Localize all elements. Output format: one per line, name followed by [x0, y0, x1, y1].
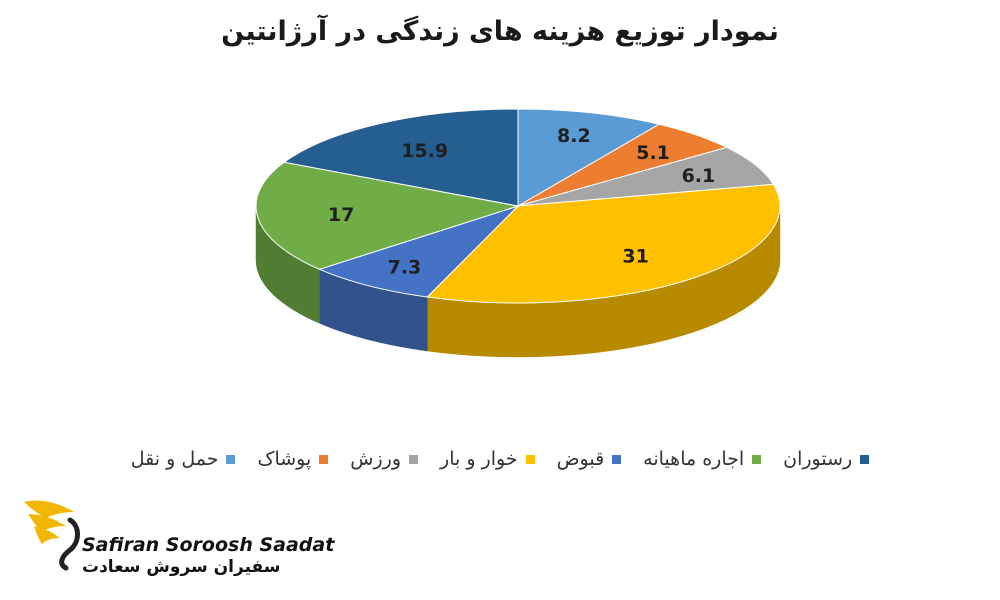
data-label-3: 31: [622, 246, 648, 268]
pie-slice-2: [517, 146, 775, 207]
data-label-6: 15.9: [401, 140, 448, 162]
pie-slice-3: [426, 183, 781, 304]
data-label-4: 7.3: [388, 257, 422, 279]
legend-item-3: خوار و بار: [440, 448, 535, 470]
pie-slice-5: [255, 161, 519, 270]
pie-labels: 8.2 5.1 6.1 31 7.3 17 15.9: [328, 125, 715, 278]
legend-label: رستوران: [783, 448, 853, 470]
brand-name-fa: سفیران سروش سعادت: [82, 557, 281, 577]
data-label-5: 17: [328, 204, 354, 226]
legend-label: خوار و بار: [440, 448, 518, 470]
data-label-1: 5.1: [636, 142, 670, 164]
legend-swatch: [612, 454, 622, 464]
legend-item-1: پوشاک: [257, 448, 329, 470]
legend-swatch: [525, 454, 535, 464]
pie-slice-6: [282, 108, 519, 207]
legend-swatch: [226, 454, 236, 464]
pie-tops: [255, 108, 781, 304]
data-label-2: 6.1: [682, 165, 716, 187]
pie-sides: [255, 205, 781, 358]
chart-title: نمودار توزیع هزینه های زندگی در آرژانتین: [221, 16, 779, 47]
legend-label: حمل و نقل: [130, 448, 219, 470]
legend-swatch: [319, 454, 329, 464]
legend-label: ورزش: [350, 448, 402, 470]
legend-swatch: [752, 454, 762, 464]
chart-legend: رستوران اجاره ماهیانه قبوض خوار و بار ورزش پو…: [0, 448, 1000, 470]
legend-item-5: اجاره ماهیانه: [643, 448, 762, 470]
legend-item-0: حمل و نقل: [131, 448, 236, 470]
pie-slice-4: [318, 205, 519, 298]
pie-slice-0: [517, 108, 661, 207]
legend-item-6: رستوران: [783, 448, 870, 470]
legend-swatch: [409, 454, 419, 464]
legend-item-4: قبوض: [557, 448, 622, 470]
legend-label: اجاره ماهیانه: [643, 448, 745, 470]
data-label-0: 8.2: [557, 125, 591, 147]
legend-swatch: [860, 454, 870, 464]
legend-label: قبوض: [556, 448, 605, 470]
brand-name-en: Safiran Soroosh Saadat: [82, 534, 335, 556]
legend-label: پوشاک: [257, 448, 312, 470]
swan-wings-icon: [24, 500, 80, 571]
legend-item-2: ورزش: [350, 448, 419, 470]
